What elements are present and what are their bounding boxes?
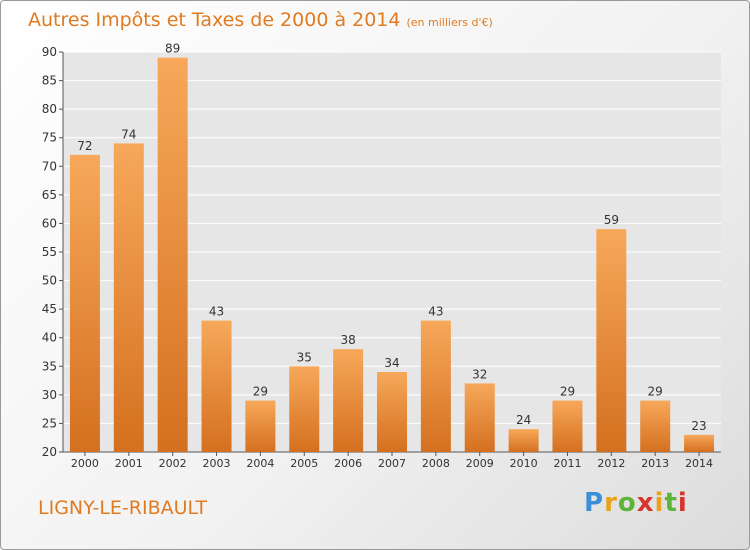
y-tick-label: 50	[42, 274, 57, 288]
data-label: 74	[121, 127, 136, 141]
data-label: 29	[560, 385, 575, 399]
data-label: 32	[472, 367, 487, 381]
bar	[640, 400, 671, 452]
bar	[201, 320, 232, 452]
x-tick-label: 2002	[159, 457, 187, 470]
y-tick-label: 90	[42, 45, 57, 59]
x-tick-label: 2014	[685, 457, 713, 470]
logo-letter: P	[584, 488, 605, 518]
logo-letter: o	[617, 488, 637, 518]
bar	[508, 429, 539, 452]
proxiti-logo: Proxiti	[584, 488, 688, 518]
commune-name: LIGNY-LE-RIBAULT	[38, 497, 208, 519]
data-label: 34	[384, 356, 399, 370]
x-tick-label: 2008	[422, 457, 450, 470]
y-tick-label: 30	[42, 388, 57, 402]
data-label: 59	[604, 213, 619, 227]
x-tick-label: 2013	[641, 457, 669, 470]
bar	[420, 320, 451, 452]
x-tick-label: 2003	[203, 457, 231, 470]
x-tick-label: 2011	[553, 457, 581, 470]
y-tick-label: 80	[42, 102, 57, 116]
y-tick-label: 25	[42, 416, 57, 430]
y-tick-label: 85	[42, 74, 57, 88]
data-label: 43	[209, 305, 224, 319]
bar	[464, 383, 495, 452]
bar	[69, 154, 100, 452]
data-label: 89	[165, 42, 180, 56]
bar	[552, 400, 583, 452]
bar	[157, 57, 188, 452]
data-label: 35	[297, 350, 312, 364]
bar	[113, 143, 144, 452]
logo-letter: i	[654, 488, 665, 518]
logo-letter: i	[677, 488, 688, 518]
y-tick-label: 45	[42, 302, 57, 316]
x-tick-label: 2007	[378, 457, 406, 470]
y-tick-label: 70	[42, 159, 57, 173]
y-tick-label: 75	[42, 131, 57, 145]
bar	[684, 434, 715, 452]
chart-title-text: Autres Impôts et Taxes de 2000 à 2014	[28, 9, 401, 31]
data-label: 29	[648, 385, 663, 399]
x-tick-label: 2009	[466, 457, 494, 470]
data-label: 23	[691, 419, 706, 433]
unit-note: (en milliers d'€)	[406, 16, 493, 29]
x-tick-label: 2001	[115, 457, 143, 470]
bar	[596, 229, 627, 452]
y-tick-label: 35	[42, 359, 57, 373]
data-label: 43	[428, 305, 443, 319]
data-label: 24	[516, 413, 531, 427]
x-tick-label: 2004	[246, 457, 274, 470]
data-label: 29	[253, 385, 268, 399]
bar	[289, 366, 320, 452]
y-tick-label: 40	[42, 331, 57, 345]
bar	[377, 372, 407, 452]
x-tick-label: 2000	[71, 457, 99, 470]
bar	[245, 400, 276, 452]
chart-title: Autres Impôts et Taxes de 2000 à 2014 (en…	[28, 9, 493, 31]
logo-letter: t	[664, 488, 678, 518]
data-label: 38	[340, 333, 355, 347]
bar	[333, 349, 364, 452]
logo-letter: x	[636, 488, 655, 518]
x-tick-label: 2010	[510, 457, 538, 470]
x-tick-label: 2006	[334, 457, 362, 470]
y-tick-label: 20	[42, 445, 57, 459]
y-tick-label: 65	[42, 188, 57, 202]
y-tick-label: 60	[42, 216, 57, 230]
logo-letter: r	[604, 488, 618, 518]
data-label: 72	[77, 139, 92, 153]
x-tick-label: 2005	[290, 457, 318, 470]
y-tick-label: 55	[42, 245, 57, 259]
x-tick-label: 2012	[597, 457, 625, 470]
